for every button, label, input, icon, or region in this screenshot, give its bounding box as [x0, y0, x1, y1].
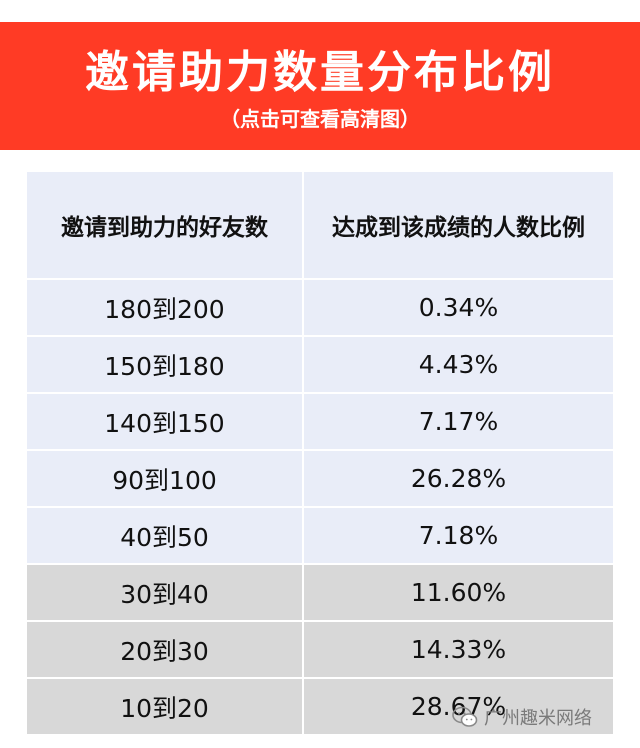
ratio-cell: 26.28%	[304, 451, 613, 506]
header-invited-friends: 邀请到助力的好友数	[27, 172, 302, 278]
range-cell: 10到20	[27, 679, 302, 734]
title-banner: 邀请助力数量分布比例 （点击可查看高清图）	[0, 22, 640, 150]
ratio-cell: 28.67%	[304, 679, 613, 734]
range-cell: 40到50	[27, 508, 302, 563]
distribution-table: 邀请到助力的好友数 达成到该成绩的人数比例 180到200 0.34% 150到…	[27, 172, 613, 736]
table-row: 20到30 14.33%	[27, 622, 613, 677]
page-title: 邀请助力数量分布比例	[85, 47, 555, 98]
range-cell: 90到100	[27, 451, 302, 506]
watermark: 广州趣米网络	[452, 703, 592, 731]
top-strip	[0, 0, 640, 22]
table-row: 90到100 26.28%	[27, 451, 613, 506]
header-ratio: 达成到该成绩的人数比例	[304, 172, 613, 278]
wechat-icon	[452, 706, 478, 727]
table-row: 30到40 11.60%	[27, 565, 613, 620]
range-cell: 140到150	[27, 394, 302, 449]
ratio-cell: 7.18%	[304, 508, 613, 563]
table-row: 180到200 0.34%	[27, 280, 613, 335]
table-row: 40到50 7.18%	[27, 508, 613, 563]
table-header-row: 邀请到助力的好友数 达成到该成绩的人数比例	[27, 172, 613, 278]
range-cell: 30到40	[27, 565, 302, 620]
watermark-text: 广州趣米网络	[484, 708, 592, 729]
ratio-cell: 0.34%	[304, 280, 613, 335]
ratio-cell: 11.60%	[304, 565, 613, 620]
table-row: 150到180 4.43%	[27, 337, 613, 392]
ratio-cell: 7.17%	[304, 394, 613, 449]
range-cell: 150到180	[27, 337, 302, 392]
table-row: 140到150 7.17%	[27, 394, 613, 449]
range-cell: 20到30	[27, 622, 302, 677]
ratio-cell: 4.43%	[304, 337, 613, 392]
range-cell: 180到200	[27, 280, 302, 335]
table-row: 10到20 28.67%	[27, 679, 613, 734]
page-subtitle: （点击可查看高清图）	[220, 107, 420, 131]
ratio-cell: 14.33%	[304, 622, 613, 677]
